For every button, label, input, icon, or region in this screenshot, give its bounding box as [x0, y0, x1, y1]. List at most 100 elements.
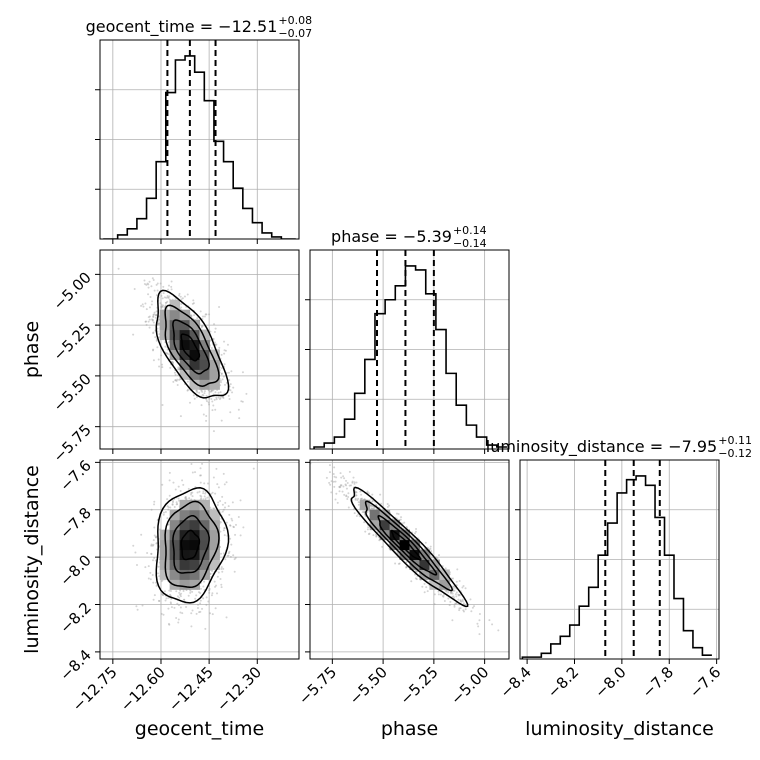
- sample-point: [199, 494, 202, 497]
- sample-point: [166, 517, 169, 520]
- sample-point: [210, 389, 213, 392]
- sample-point: [386, 505, 389, 508]
- sample-point: [169, 366, 172, 369]
- sample-point: [372, 507, 375, 510]
- sample-point: [149, 578, 152, 581]
- sample-point: [430, 550, 433, 553]
- sample-point: [173, 505, 176, 508]
- sample-point: [220, 568, 223, 571]
- sample-point: [190, 491, 193, 494]
- density-cell: [199, 369, 210, 380]
- sample-point: [157, 572, 160, 575]
- sample-point: [210, 398, 213, 401]
- density-cell: [429, 579, 440, 590]
- sample-point: [176, 595, 179, 598]
- x-tick-label: −8.4: [496, 663, 534, 701]
- sample-point: [350, 484, 353, 487]
- sample-point: [185, 605, 188, 608]
- sample-point: [340, 476, 343, 479]
- sample-point: [351, 481, 354, 484]
- sample-point: [414, 532, 417, 535]
- sample-point: [220, 419, 223, 422]
- sample-point: [353, 482, 356, 485]
- sample-point: [170, 602, 173, 605]
- sample-point: [210, 390, 213, 393]
- sample-point: [161, 404, 164, 407]
- sample-point: [219, 530, 222, 533]
- sample-point: [215, 467, 218, 470]
- sample-point: [180, 298, 183, 301]
- sample-point: [158, 575, 161, 578]
- sample-point: [333, 475, 336, 478]
- sample-point: [334, 480, 337, 483]
- sample-point: [460, 600, 463, 603]
- sample-point: [195, 389, 198, 392]
- sample-point: [176, 602, 179, 605]
- sample-point: [187, 388, 190, 391]
- sample-point: [371, 500, 374, 503]
- sample-point: [228, 378, 231, 381]
- sample-point: [155, 313, 158, 316]
- sample-point: [203, 495, 206, 498]
- panel-title: geocent_time = −12.51: [86, 17, 278, 37]
- sample-point: [190, 493, 193, 496]
- sample-point: [150, 303, 153, 306]
- sample-point: [191, 302, 194, 305]
- sample-point: [157, 358, 160, 361]
- sample-point: [223, 349, 226, 352]
- sample-point: [212, 404, 215, 407]
- density-cell: [359, 499, 371, 511]
- sample-point: [222, 529, 225, 532]
- sample-point: [170, 606, 173, 609]
- sample-point: [216, 504, 219, 507]
- sample-point: [343, 477, 346, 480]
- sample-point: [168, 295, 171, 298]
- sample-point: [152, 313, 155, 316]
- density-cell: [169, 509, 181, 521]
- sample-point: [405, 560, 408, 563]
- sample-point: [174, 379, 177, 382]
- density-cell: [179, 359, 191, 370]
- sample-point: [150, 552, 153, 555]
- sample-point: [328, 471, 331, 474]
- sample-point: [198, 391, 201, 394]
- density-cell: [189, 369, 200, 380]
- sample-point: [302, 460, 304, 462]
- sample-point: [359, 498, 362, 501]
- sample-point: [217, 486, 220, 489]
- sample-point: [165, 301, 168, 304]
- sample-point: [174, 379, 177, 382]
- sample-point: [232, 386, 235, 389]
- sample-point: [218, 306, 221, 309]
- sample-point: [222, 375, 225, 378]
- sample-point: [199, 481, 202, 484]
- sample-point: [160, 354, 163, 357]
- sample-point: [214, 607, 217, 610]
- density-cell: [189, 379, 200, 390]
- sample-point: [218, 398, 221, 401]
- sample-point: [208, 588, 211, 591]
- sample-point: [233, 558, 236, 561]
- sample-point: [150, 544, 153, 547]
- sample-point: [449, 592, 452, 595]
- contour-line: [164, 500, 220, 589]
- sample-point: [458, 607, 461, 610]
- sample-point: [169, 506, 172, 509]
- sample-point: [437, 590, 440, 593]
- sample-point: [207, 389, 210, 392]
- sample-point: [204, 497, 207, 500]
- density-cell: [179, 509, 191, 521]
- sample-point: [225, 521, 228, 524]
- histogram-step-line: [103, 55, 296, 239]
- sample-point: [208, 591, 211, 594]
- sample-point: [230, 370, 233, 373]
- sample-point: [232, 526, 235, 529]
- sample-point: [370, 507, 373, 510]
- histogram-step-line: [521, 475, 712, 659]
- sample-point: [208, 313, 211, 316]
- sample-point: [238, 417, 241, 420]
- sample-point: [151, 574, 154, 577]
- sample-point: [201, 393, 204, 396]
- sample-point: [202, 597, 205, 600]
- sample-point: [237, 516, 240, 519]
